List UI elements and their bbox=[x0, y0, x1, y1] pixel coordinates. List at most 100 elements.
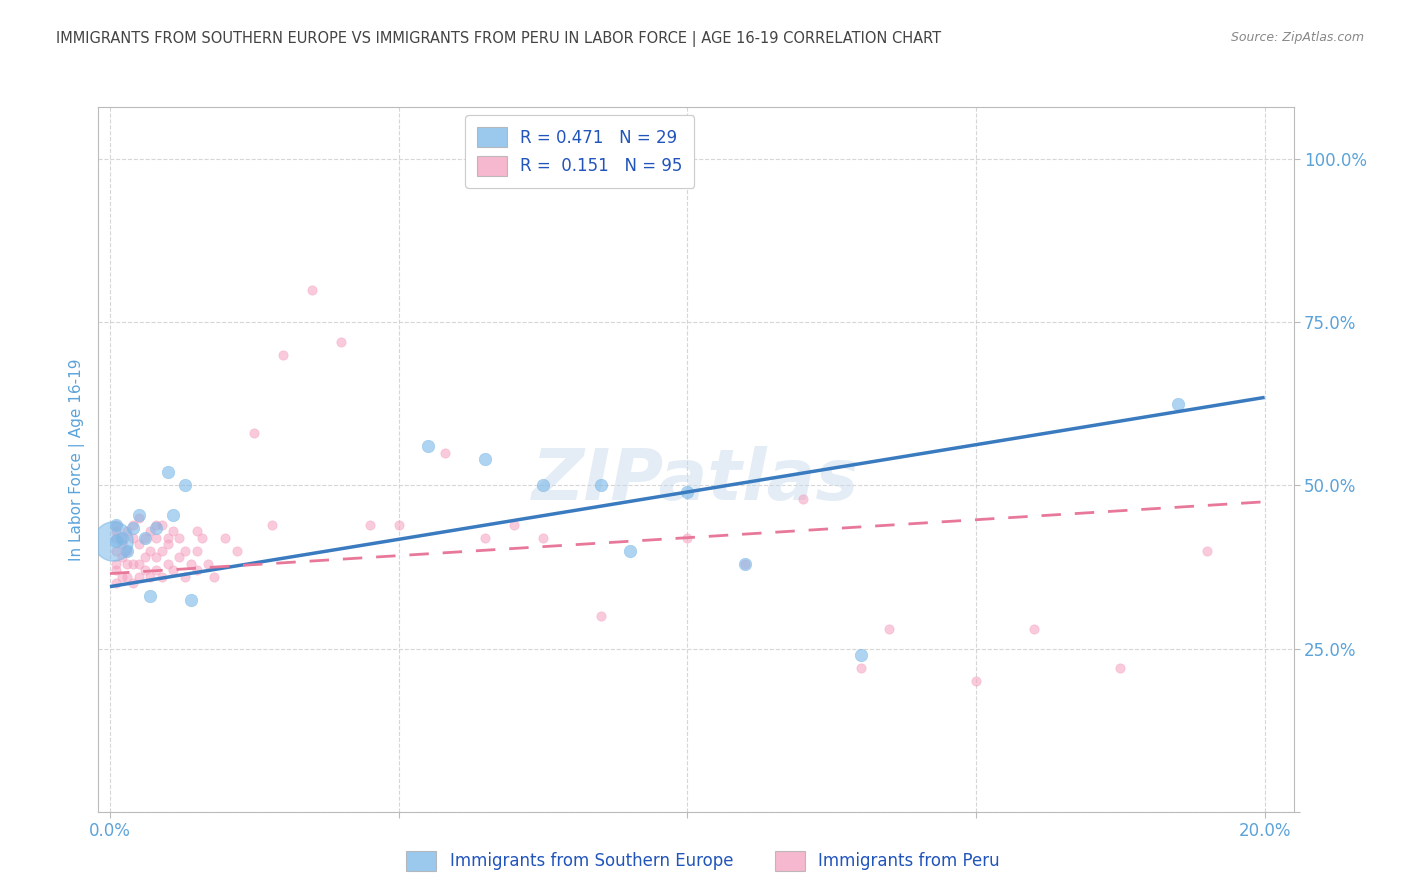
Point bbox=[134, 563, 156, 577]
Text: Source: ZipAtlas.com: Source: ZipAtlas.com bbox=[1230, 31, 1364, 45]
Point bbox=[150, 543, 173, 558]
Point bbox=[110, 531, 132, 545]
Text: IMMIGRANTS FROM SOUTHERN EUROPE VS IMMIGRANTS FROM PERU IN LABOR FORCE | AGE 16-: IMMIGRANTS FROM SOUTHERN EUROPE VS IMMIG… bbox=[56, 31, 942, 47]
Point bbox=[134, 531, 156, 545]
Point bbox=[676, 485, 699, 500]
Point bbox=[214, 531, 236, 545]
Point bbox=[589, 609, 612, 624]
Point bbox=[180, 592, 202, 607]
Point bbox=[145, 521, 167, 535]
Point bbox=[619, 543, 641, 558]
Point bbox=[734, 557, 756, 571]
Point bbox=[589, 478, 612, 492]
Point bbox=[122, 531, 145, 545]
Point bbox=[110, 531, 132, 545]
Point bbox=[156, 531, 179, 545]
Point bbox=[174, 570, 197, 584]
Point bbox=[202, 570, 225, 584]
Point bbox=[849, 661, 872, 675]
Point bbox=[676, 531, 699, 545]
Point bbox=[503, 517, 526, 532]
Legend: Immigrants from Southern Europe, Immigrants from Peru: Immigrants from Southern Europe, Immigra… bbox=[398, 842, 1008, 880]
Point bbox=[416, 439, 439, 453]
Point bbox=[110, 570, 132, 584]
Point bbox=[104, 557, 127, 571]
Point bbox=[156, 537, 179, 551]
Point bbox=[139, 590, 162, 604]
Point bbox=[139, 570, 162, 584]
Point bbox=[965, 674, 987, 689]
Point bbox=[122, 517, 145, 532]
Point bbox=[1167, 397, 1189, 411]
Point bbox=[122, 521, 145, 535]
Point bbox=[101, 533, 124, 548]
Point bbox=[145, 531, 167, 545]
Point bbox=[104, 563, 127, 577]
Point bbox=[128, 508, 150, 522]
Point bbox=[104, 576, 127, 591]
Point bbox=[849, 648, 872, 662]
Point bbox=[110, 550, 132, 565]
Point bbox=[117, 543, 139, 558]
Point bbox=[180, 557, 202, 571]
Point bbox=[139, 543, 162, 558]
Point bbox=[474, 531, 496, 545]
Point bbox=[162, 524, 184, 538]
Point bbox=[117, 524, 139, 538]
Point bbox=[734, 557, 756, 571]
Point bbox=[167, 531, 190, 545]
Point bbox=[117, 570, 139, 584]
Point bbox=[301, 283, 323, 297]
Point bbox=[879, 622, 901, 636]
Point bbox=[128, 537, 150, 551]
Point bbox=[531, 478, 554, 492]
Point bbox=[156, 557, 179, 571]
Point bbox=[531, 531, 554, 545]
Point bbox=[104, 531, 127, 545]
Point bbox=[474, 452, 496, 467]
Point bbox=[104, 517, 127, 532]
Point bbox=[174, 543, 197, 558]
Point bbox=[329, 334, 352, 349]
Text: ZIPatlas: ZIPatlas bbox=[533, 446, 859, 515]
Point bbox=[139, 524, 162, 538]
Point bbox=[186, 524, 208, 538]
Point bbox=[122, 557, 145, 571]
Point bbox=[128, 570, 150, 584]
Point bbox=[186, 543, 208, 558]
Point bbox=[145, 550, 167, 565]
Point bbox=[134, 531, 156, 545]
Point bbox=[110, 537, 132, 551]
Point bbox=[162, 508, 184, 522]
Point bbox=[134, 550, 156, 565]
Point bbox=[150, 517, 173, 532]
Point bbox=[104, 543, 127, 558]
Point bbox=[1022, 622, 1045, 636]
Point bbox=[104, 524, 127, 538]
Point bbox=[117, 557, 139, 571]
Point bbox=[150, 570, 173, 584]
Point bbox=[128, 557, 150, 571]
Point bbox=[260, 517, 283, 532]
Point bbox=[433, 446, 456, 460]
Point bbox=[226, 543, 249, 558]
Point bbox=[156, 466, 179, 480]
Y-axis label: In Labor Force | Age 16-19: In Labor Force | Age 16-19 bbox=[69, 358, 84, 561]
Point bbox=[271, 348, 294, 362]
Point bbox=[388, 517, 411, 532]
Point bbox=[128, 511, 150, 525]
Point bbox=[104, 533, 127, 548]
Point bbox=[1109, 661, 1132, 675]
Point bbox=[1195, 543, 1218, 558]
Point bbox=[145, 517, 167, 532]
Point bbox=[104, 517, 127, 532]
Point bbox=[186, 563, 208, 577]
Point bbox=[243, 426, 266, 441]
Point bbox=[359, 517, 381, 532]
Point bbox=[162, 563, 184, 577]
Point bbox=[167, 550, 190, 565]
Point bbox=[145, 563, 167, 577]
Point bbox=[122, 576, 145, 591]
Point bbox=[197, 557, 219, 571]
Point bbox=[117, 543, 139, 558]
